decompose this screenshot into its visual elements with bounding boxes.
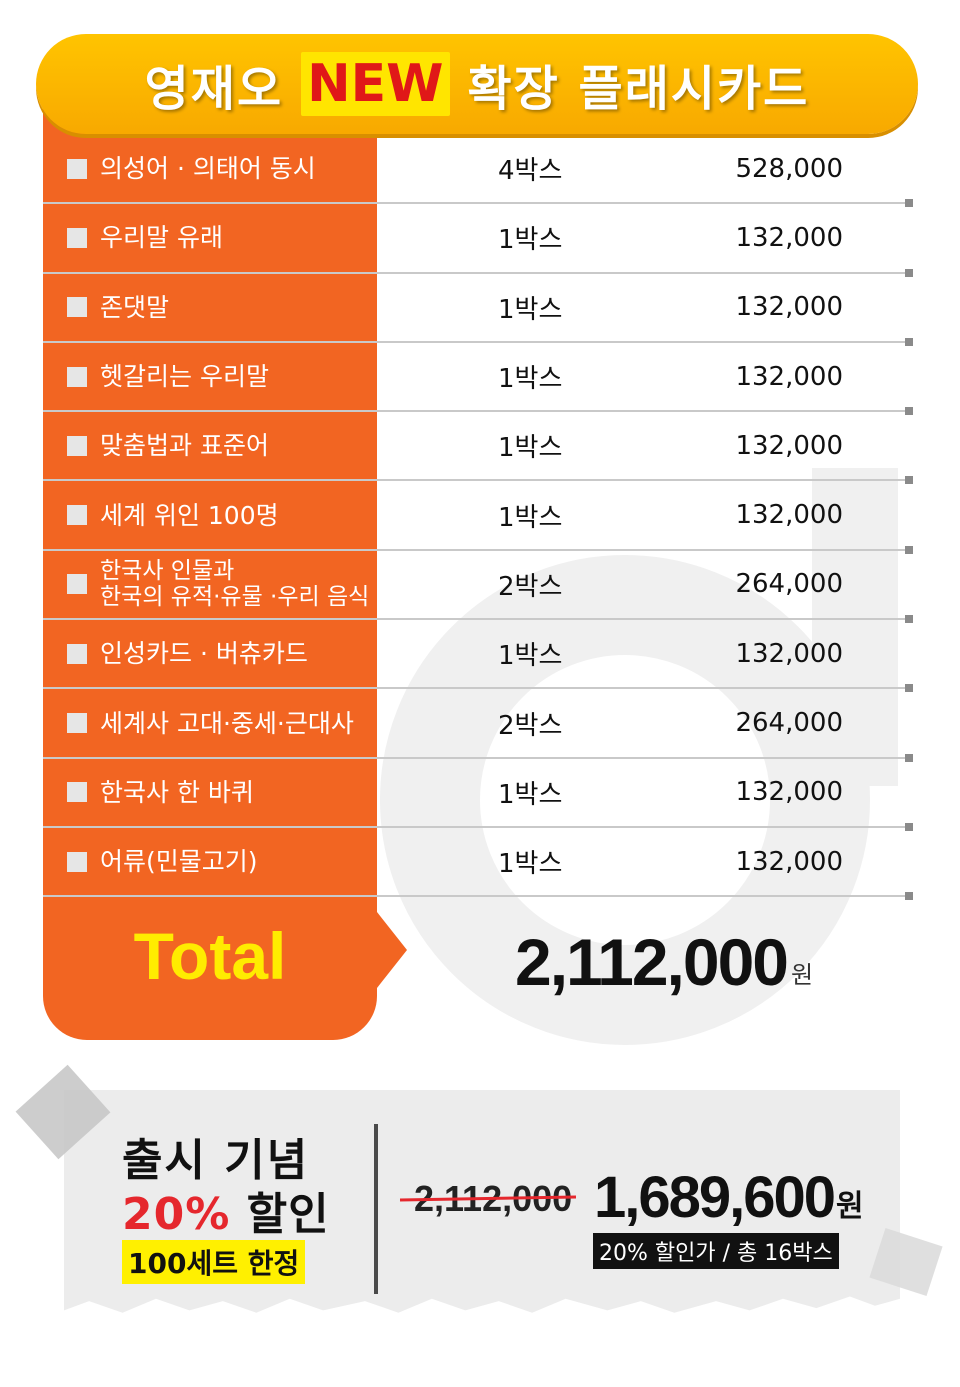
product-quantity: 1박스 — [498, 433, 563, 464]
title-banner: 영재오 NEW 확장 플래시카드 — [36, 34, 918, 134]
discounted-unit: 원 — [836, 1190, 864, 1223]
title-prefix: 영재오 — [144, 61, 284, 117]
bullet-square-icon — [67, 435, 87, 456]
product-quantity: 1박스 — [498, 779, 563, 810]
product-name: 세계사 고대·중세·근대사 — [100, 708, 354, 738]
bullet-square-icon — [67, 227, 87, 248]
product-row: 의성어 · 의태어 동시 4박스 528,000 — [43, 135, 913, 208]
promo-launch-text: 출시 기념 — [122, 1135, 310, 1186]
product-name: 존댓말 — [100, 292, 170, 322]
product-quantity: 1박스 — [498, 225, 563, 256]
product-quantity: 1박스 — [498, 294, 563, 325]
promo-discount-text: 20% 할인 — [122, 1178, 330, 1242]
product-price: 132,000 — [735, 846, 843, 877]
promo-discount-word: 할인 — [246, 1189, 330, 1240]
product-price: 132,000 — [735, 292, 843, 323]
product-quantity: 2박스 — [498, 571, 563, 602]
total-arrow — [377, 912, 407, 988]
product-name: 맞춤법과 표준어 — [100, 431, 269, 461]
bullet-square-icon — [67, 643, 87, 664]
product-row: 헷갈리는 우리말 1박스 132,000 — [43, 343, 913, 416]
product-quantity: 1박스 — [498, 641, 563, 672]
product-price: 264,000 — [735, 708, 843, 739]
product-price: 132,000 — [735, 500, 843, 531]
title-new-badge: NEW — [301, 52, 450, 116]
product-price: 264,000 — [735, 569, 843, 600]
discount-note: 20% 할인가 / 총 16박스 — [593, 1233, 839, 1269]
product-price: 132,000 — [735, 777, 843, 808]
total-value: 2,112,000 원 — [515, 924, 813, 1000]
product-name: 인성카드 · 버츄카드 — [100, 639, 308, 669]
discounted-price: 1,689,600 원 — [594, 1164, 864, 1231]
product-name: 의성어 · 의태어 동시 — [100, 154, 316, 184]
bullet-square-icon — [67, 851, 87, 872]
total-label: Total — [133, 919, 287, 993]
discounted-amount: 1,689,600 — [594, 1165, 836, 1230]
product-row: 세계 위인 100명 1박스 132,000 — [43, 481, 913, 555]
product-quantity: 1박스 — [498, 364, 563, 395]
product-quantity: 1박스 — [498, 849, 563, 880]
bullet-square-icon — [67, 574, 87, 595]
promo-limit-badge: 100세트 한정 — [122, 1240, 306, 1284]
product-row: 한국사 한 바퀴 1박스 132,000 — [43, 759, 913, 832]
product-name-column — [43, 100, 377, 1040]
product-row: 존댓말 1박스 132,000 — [43, 274, 913, 347]
product-name: 세계 위인 100명 — [100, 500, 279, 530]
product-row: 우리말 유래 1박스 132,000 — [43, 204, 913, 277]
bullet-square-icon — [67, 713, 87, 734]
page-title: 영재오 NEW 확장 플래시카드 — [145, 49, 810, 119]
product-name: 우리말 유래 — [100, 223, 223, 253]
promo-divider — [374, 1124, 378, 1294]
product-list: 의성어 · 의태어 동시 4박스 528,000 우리말 유래 1박스 132,000 존댓… — [43, 135, 913, 901]
product-quantity: 2박스 — [498, 710, 563, 741]
product-price: 132,000 — [735, 430, 843, 461]
product-quantity: 1박스 — [498, 502, 563, 533]
product-price: 132,000 — [735, 222, 843, 253]
product-price: 132,000 — [735, 638, 843, 669]
product-name: 헷갈리는 우리말 — [100, 362, 269, 392]
product-price: 528,000 — [735, 153, 843, 184]
product-name: 한국사 인물과 한국의 유적·유물 ·우리 음식 — [100, 558, 370, 611]
bullet-square-icon — [67, 297, 87, 318]
product-row: 맞춤법과 표준어 1박스 132,000 — [43, 412, 913, 485]
bullet-square-icon — [67, 366, 87, 387]
bullet-square-icon — [67, 158, 87, 179]
product-price: 132,000 — [735, 361, 843, 392]
watermark-bar — [812, 468, 898, 786]
product-row: 한국사 인물과 한국의 유적·유물 ·우리 음식 2박스 264,000 — [43, 551, 913, 624]
product-row: 인성카드 · 버츄카드 1박스 132,000 — [43, 620, 913, 693]
product-name: 어류(민물고기) — [100, 847, 258, 877]
bullet-square-icon — [67, 782, 87, 803]
product-quantity: 4박스 — [498, 156, 563, 187]
product-row: 어류(민물고기) 1박스 132,000 — [43, 828, 913, 901]
product-name: 한국사 한 바퀴 — [100, 777, 254, 807]
total-amount: 2,112,000 — [515, 925, 789, 999]
total-unit: 원 — [790, 962, 814, 989]
product-row: 세계사 고대·중세·근대사 2박스 264,000 — [43, 689, 913, 762]
title-suffix: 확장 플래시카드 — [467, 61, 810, 117]
promo-discount-percent: 20% — [122, 1189, 231, 1240]
bullet-square-icon — [67, 505, 87, 526]
